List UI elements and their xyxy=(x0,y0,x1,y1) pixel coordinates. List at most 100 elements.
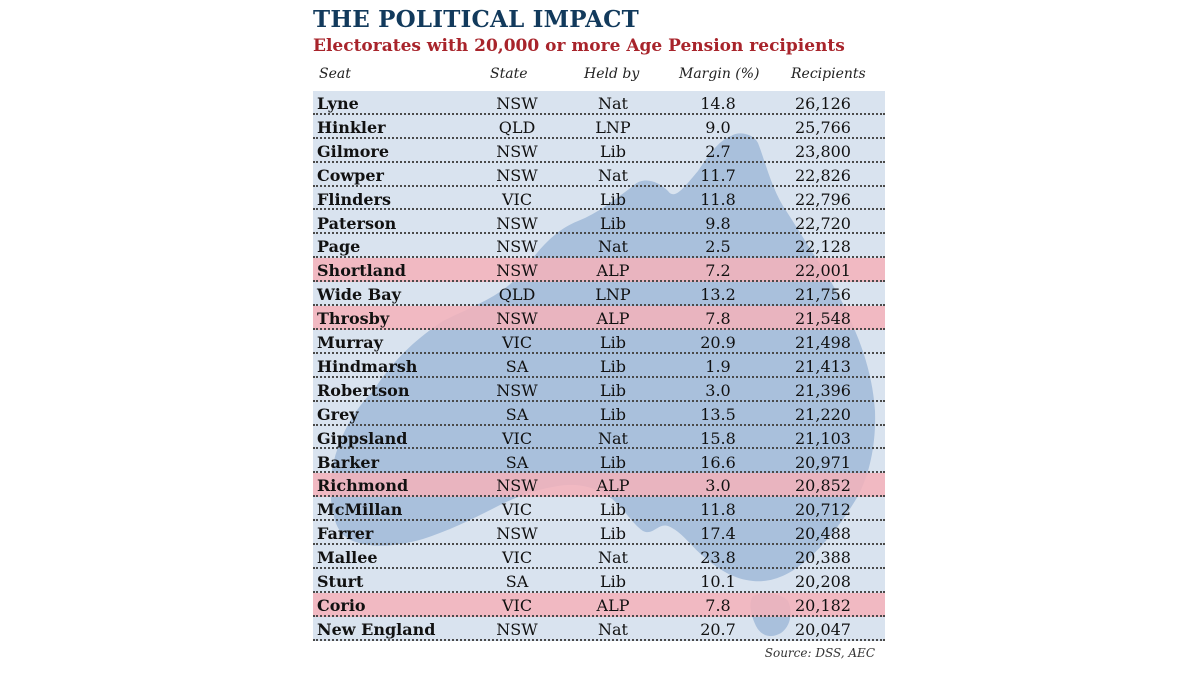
held-by-cell: Lib xyxy=(600,356,626,376)
table-row: Grey SA Lib 13.5 21,220 xyxy=(313,402,885,426)
seat-cell: Lyne xyxy=(317,94,359,113)
table-row: Robertson NSW Lib 3.0 21,396 xyxy=(313,378,885,402)
table-row: Flinders VIC Lib 11.8 22,796 xyxy=(313,187,885,211)
seat-cell: Page xyxy=(317,237,361,257)
recipients-cell: 21,498 xyxy=(795,333,851,352)
margin-cell: 7.8 xyxy=(705,595,731,615)
margin-cell: 20.9 xyxy=(700,333,736,352)
margin-cell: 13.2 xyxy=(700,285,736,305)
seat-cell: Throsby xyxy=(317,309,390,329)
held-by-cell: Lib xyxy=(600,452,626,472)
seat-cell: McMillan xyxy=(317,500,403,520)
table-row: Richmond NSW ALP 3.0 20,852 xyxy=(313,473,885,498)
recipients-cell: 22,001 xyxy=(795,261,851,281)
table-row: Cowper NSW Nat 11.7 22,826 xyxy=(313,163,885,187)
margin-cell: 17.4 xyxy=(700,524,736,544)
state-cell: SA xyxy=(505,404,529,424)
state-cell: SA xyxy=(505,452,529,472)
seat-cell: Wide Bay xyxy=(317,285,401,305)
header-margin: Margin (%) xyxy=(679,66,760,82)
margin-cell: 15.8 xyxy=(700,428,736,448)
state-cell: NSW xyxy=(496,237,538,257)
seat-cell: Gippsland xyxy=(317,428,408,448)
held-by-cell: Nat xyxy=(598,165,628,185)
source-note: Source: DSS, AEC xyxy=(764,646,875,660)
table-row: New England NSW Nat 20.7 20,047 xyxy=(313,617,885,641)
margin-cell: 11.8 xyxy=(700,500,736,520)
held-by-cell: Nat xyxy=(598,94,628,113)
margin-cell: 1.9 xyxy=(705,356,731,376)
recipients-cell: 23,800 xyxy=(795,141,851,161)
recipients-cell: 26,126 xyxy=(795,94,851,113)
recipients-cell: 20,208 xyxy=(795,572,851,591)
table-row: Paterson NSW Lib 9.8 22,720 xyxy=(313,211,885,235)
header-recipients: Recipients xyxy=(791,66,866,82)
seat-cell: Flinders xyxy=(317,189,391,209)
header-state: State xyxy=(490,66,528,82)
seat-cell: Mallee xyxy=(317,548,378,568)
recipients-cell: 21,220 xyxy=(795,404,851,424)
recipients-cell: 25,766 xyxy=(795,117,851,137)
state-cell: NSW xyxy=(496,261,538,281)
state-cell: VIC xyxy=(501,500,533,520)
margin-cell: 13.5 xyxy=(700,404,736,424)
recipients-cell: 20,388 xyxy=(795,548,851,568)
seat-cell: Cowper xyxy=(317,165,384,185)
state-cell: NSW xyxy=(496,94,538,113)
held-by-cell: Nat xyxy=(598,237,628,257)
table-row: Wide Bay QLD LNP 13.2 21,756 xyxy=(313,282,885,307)
recipients-cell: 22,826 xyxy=(795,165,851,185)
held-by-cell: Lib xyxy=(600,524,626,544)
seat-cell: Gilmore xyxy=(317,141,390,161)
margin-cell: 14.8 xyxy=(700,94,736,113)
held-by-cell: Lib xyxy=(600,380,626,400)
recipients-cell: 21,548 xyxy=(795,309,851,329)
state-cell: NSW xyxy=(496,141,538,161)
margin-cell: 11.8 xyxy=(700,189,736,209)
state-cell: NSW xyxy=(496,380,538,400)
recipients-cell: 21,413 xyxy=(795,356,851,376)
seat-cell: Richmond xyxy=(317,476,409,496)
recipients-cell: 22,128 xyxy=(795,237,851,257)
held-by-cell: Lib xyxy=(600,404,626,424)
seat-cell: Hinkler xyxy=(317,117,386,137)
seat-cell: Murray xyxy=(317,333,383,352)
recipients-cell: 22,796 xyxy=(795,189,851,209)
held-by-cell: Nat xyxy=(598,548,628,568)
table-row: Hinkler QLD LNP 9.0 25,766 xyxy=(313,115,885,139)
held-by-cell: Nat xyxy=(598,428,628,448)
held-by-cell: Nat xyxy=(598,619,628,639)
margin-cell: 2.5 xyxy=(705,237,731,257)
held-by-cell: Lib xyxy=(600,213,626,233)
seat-cell: Robertson xyxy=(317,380,410,400)
table-header: Seat State Held by Margin (%) Recipients xyxy=(305,66,885,88)
held-by-cell: LNP xyxy=(595,285,631,305)
page-title: THE POLITICAL IMPACT xyxy=(313,6,639,33)
state-cell: NSW xyxy=(496,165,538,185)
state-cell: VIC xyxy=(501,595,533,615)
page-subtitle: Electorates with 20,000 or more Age Pens… xyxy=(313,36,845,56)
margin-cell: 20.7 xyxy=(700,619,736,639)
seat-cell: Paterson xyxy=(317,213,397,233)
infographic: THE POLITICAL IMPACT Electorates with 20… xyxy=(305,0,885,675)
table-row: Gippsland VIC Nat 15.8 21,103 xyxy=(313,426,885,450)
table-row: Sturt SA Lib 10.1 20,208 xyxy=(313,569,885,593)
margin-cell: 10.1 xyxy=(700,572,736,591)
seat-cell: Farrer xyxy=(317,524,374,544)
state-cell: NSW xyxy=(496,619,538,639)
held-by-cell: Lib xyxy=(600,500,626,520)
table-row: Mallee VIC Nat 23.8 20,388 xyxy=(313,545,885,569)
state-cell: SA xyxy=(505,572,529,591)
held-by-cell: ALP xyxy=(596,261,630,281)
seat-cell: Shortland xyxy=(317,261,406,281)
recipients-cell: 20,712 xyxy=(795,500,851,520)
header-seat: Seat xyxy=(319,66,351,82)
margin-cell: 3.0 xyxy=(705,476,731,496)
data-table: Lyne NSW Nat 14.8 26,126 Hinkler QLD LNP 9.0 25,7… xyxy=(313,91,885,641)
seat-cell: Grey xyxy=(317,404,359,424)
table-row: Hindmarsh SA Lib 1.9 21,413 xyxy=(313,354,885,378)
recipients-cell: 21,103 xyxy=(795,428,851,448)
state-cell: QLD xyxy=(498,285,536,305)
held-by-cell: Lib xyxy=(600,141,626,161)
state-cell: VIC xyxy=(501,548,533,568)
